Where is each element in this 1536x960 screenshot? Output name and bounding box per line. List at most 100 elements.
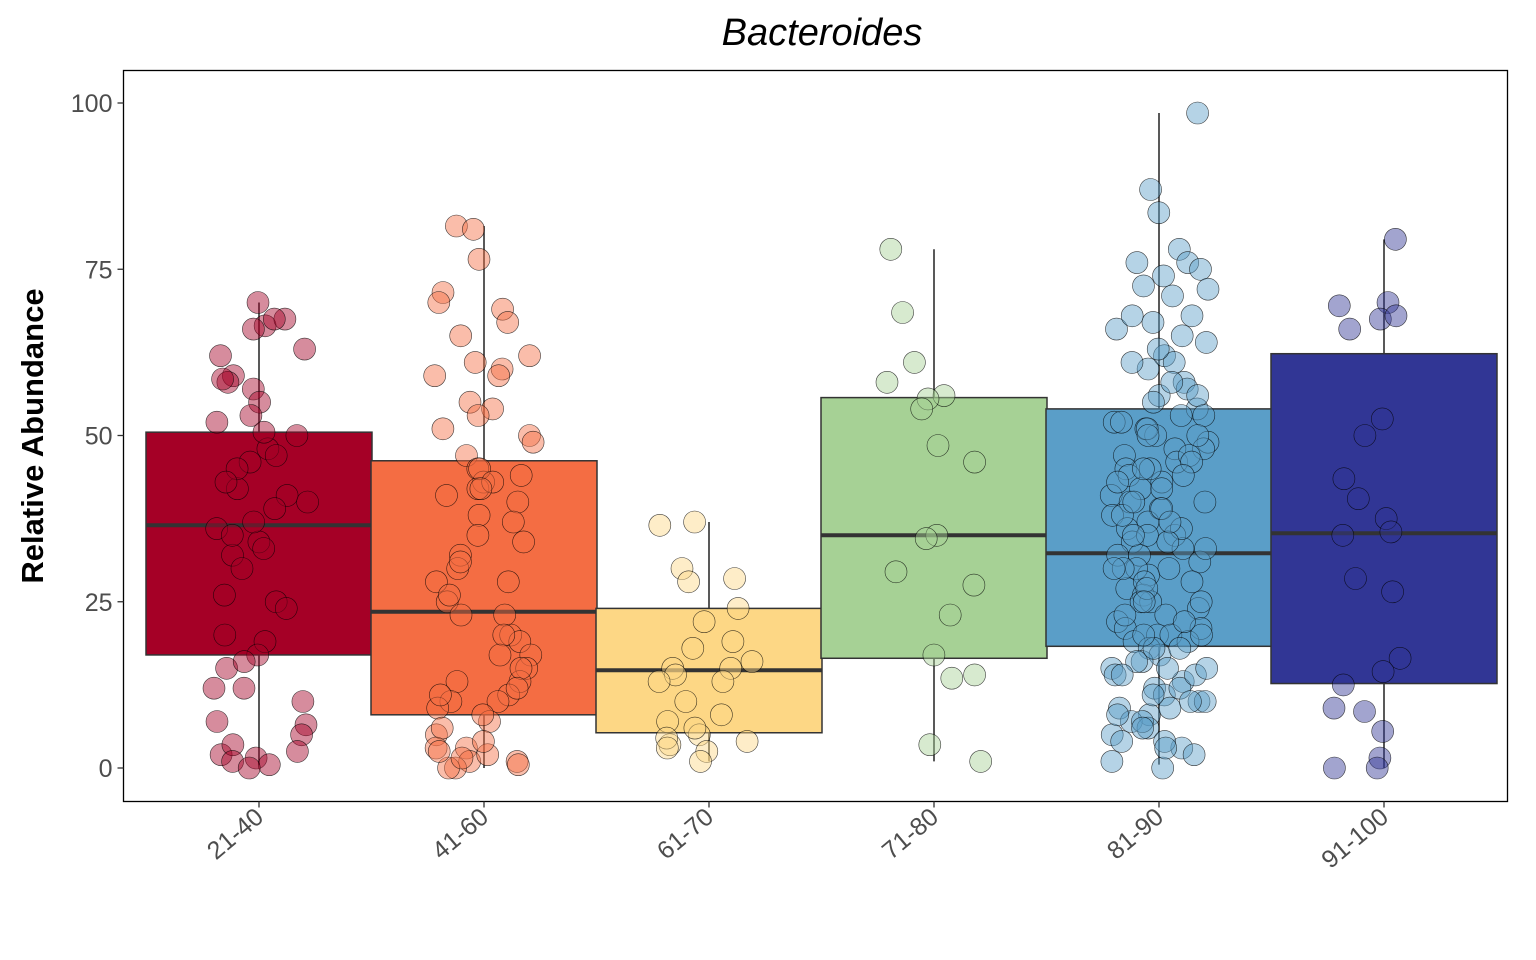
point-41-60 <box>439 690 463 713</box>
point-71-80 <box>926 434 950 457</box>
point-71-80 <box>963 450 986 474</box>
point-91-100 <box>1374 507 1398 530</box>
point-21-40 <box>202 676 226 700</box>
point-81-90 <box>1103 663 1127 687</box>
point-81-90 <box>1175 377 1199 401</box>
point-61-70 <box>670 557 694 580</box>
point-21-40 <box>262 307 286 331</box>
point-81-90 <box>1111 557 1135 580</box>
x-tick-label: 61-70 <box>652 803 719 866</box>
point-41-60 <box>435 484 458 507</box>
point-41-60 <box>467 503 491 527</box>
point-41-60 <box>466 404 490 427</box>
point-81-90 <box>1122 523 1145 547</box>
point-91-100 <box>1322 696 1346 720</box>
point-41-60 <box>423 364 447 388</box>
point-61-70 <box>740 650 764 673</box>
point-81-90 <box>1141 683 1165 707</box>
box-71-80 <box>820 396 1048 660</box>
point-91-100 <box>1353 424 1377 447</box>
point-81-90 <box>1138 457 1162 481</box>
point-81-90 <box>1171 537 1195 560</box>
y-tick-label: 75 <box>85 256 113 284</box>
point-81-90 <box>1137 563 1160 587</box>
point-81-90 <box>1125 557 1148 580</box>
box-81-90 <box>1045 408 1273 648</box>
point-41-60 <box>424 736 448 760</box>
point-81-90 <box>1125 251 1149 274</box>
point-61-70 <box>689 750 712 773</box>
point-81-90 <box>1156 530 1180 554</box>
point-41-60 <box>496 311 520 334</box>
point-71-80 <box>918 733 942 757</box>
point-81-90 <box>1153 344 1176 368</box>
point-81-90 <box>1190 623 1213 647</box>
point-41-60 <box>508 670 532 693</box>
point-21-40 <box>238 450 262 474</box>
point-41-60 <box>427 291 451 314</box>
point-81-90 <box>1182 743 1206 767</box>
point-21-40 <box>221 543 244 567</box>
point-81-90 <box>1195 331 1218 354</box>
point-21-40 <box>214 470 238 494</box>
x-tick-label: 41-60 <box>427 803 494 866</box>
point-81-90 <box>1186 101 1209 125</box>
point-81-90 <box>1163 437 1187 461</box>
point-81-90 <box>1136 357 1160 381</box>
point-81-90 <box>1189 590 1213 614</box>
point-81-90 <box>1138 703 1161 727</box>
point-21-40 <box>221 733 245 757</box>
point-61-70 <box>721 630 745 653</box>
point-41-60 <box>430 716 454 740</box>
point-41-60 <box>487 364 511 388</box>
point-81-90 <box>1150 477 1173 501</box>
point-41-60 <box>449 603 473 627</box>
point-41-60 <box>519 643 543 667</box>
point-81-90 <box>1196 277 1220 301</box>
point-61-70 <box>656 710 679 733</box>
point-81-90 <box>1170 736 1194 760</box>
point-41-60 <box>491 297 514 321</box>
point-21-40 <box>242 377 265 401</box>
point-41-60 <box>521 430 545 454</box>
point-81-90 <box>1180 304 1204 328</box>
point-81-90 <box>1120 304 1144 328</box>
point-81-90 <box>1120 351 1144 374</box>
point-21-40 <box>239 404 263 427</box>
point-71-80 <box>938 603 962 627</box>
point-21-40 <box>226 477 249 501</box>
point-91-100 <box>1371 720 1394 743</box>
point-21-40 <box>253 630 277 653</box>
point-71-80 <box>914 527 938 550</box>
point-81-90 <box>1179 690 1202 713</box>
point-41-60 <box>518 344 541 368</box>
point-21-40 <box>232 650 256 673</box>
point-81-90 <box>1160 370 1184 394</box>
point-81-90 <box>1162 351 1186 374</box>
point-61-70 <box>726 597 750 620</box>
point-91-100 <box>1371 660 1395 683</box>
point-81-90 <box>1136 424 1160 447</box>
point-21-40 <box>237 756 261 780</box>
point-81-90 <box>1122 490 1146 514</box>
point-71-80 <box>884 560 908 584</box>
point-41-60 <box>429 683 452 707</box>
point-21-40 <box>230 557 254 580</box>
point-81-90 <box>1180 450 1203 474</box>
point-21-40 <box>242 510 265 534</box>
point-91-100 <box>1379 520 1403 544</box>
point-91-100 <box>1365 756 1389 780</box>
point-71-80 <box>962 573 986 597</box>
point-91-100 <box>1347 487 1370 511</box>
point-81-90 <box>1130 650 1154 673</box>
point-21-40 <box>257 753 281 777</box>
point-81-90 <box>1136 523 1159 547</box>
point-81-90 <box>1102 557 1126 580</box>
point-81-90 <box>1106 543 1129 567</box>
point-41-60 <box>506 490 530 514</box>
point-61-70 <box>655 736 679 760</box>
point-81-90 <box>1146 337 1170 361</box>
point-41-60 <box>512 530 535 554</box>
point-81-90 <box>1114 617 1137 640</box>
point-81-90 <box>1101 503 1124 527</box>
